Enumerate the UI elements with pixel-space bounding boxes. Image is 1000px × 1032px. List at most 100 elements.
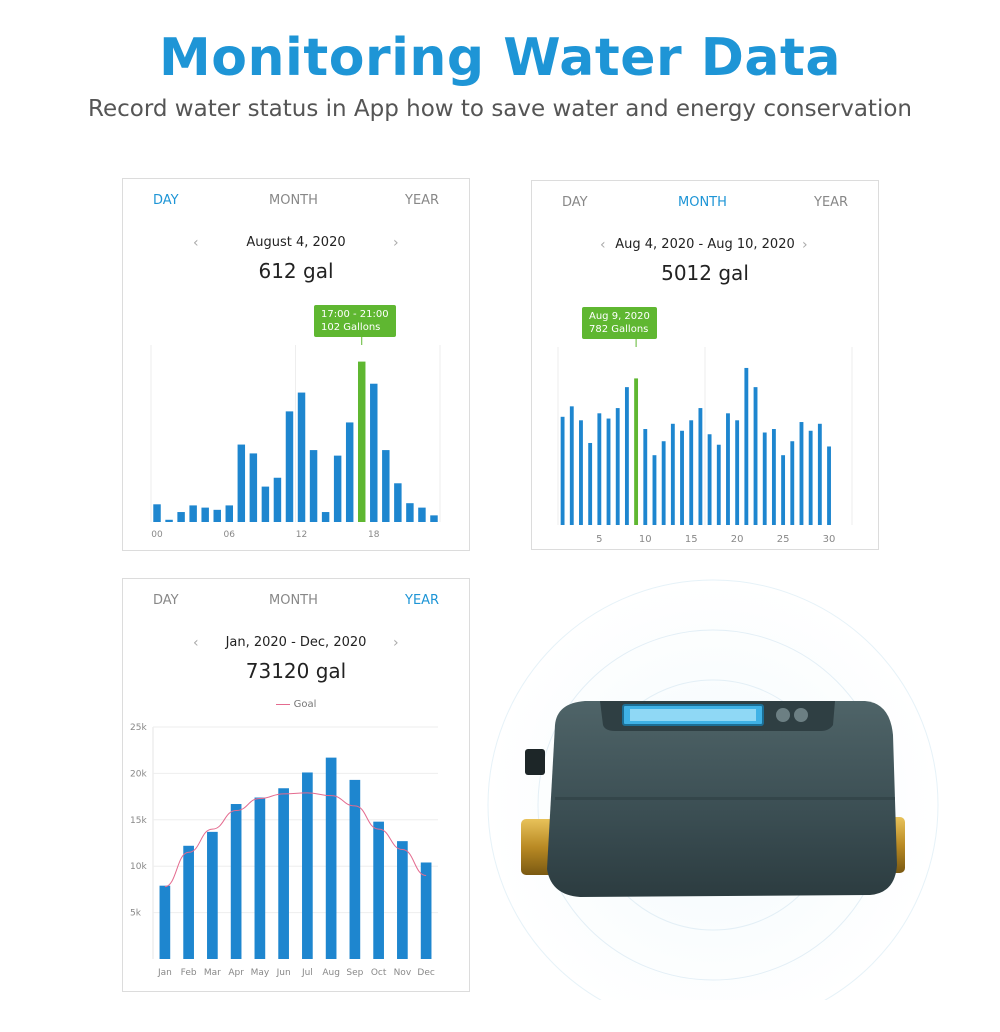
day-chart: 00 06 12 18 [150,332,441,540]
bar[interactable] [382,450,390,522]
bar[interactable] [370,383,378,522]
x-tick-label: May [251,968,270,978]
bar[interactable] [817,423,822,525]
bar[interactable] [309,450,318,522]
bar[interactable] [278,788,289,959]
month-card: DAY MONTH YEAR ‹ Aug 4, 2020 - Aug 10, 2… [531,180,879,550]
bar[interactable] [325,757,337,959]
chevron-right-icon[interactable]: › [393,635,399,651]
tab-month[interactable]: MONTH [678,195,727,210]
bar[interactable] [430,515,438,522]
tab-day[interactable]: DAY [562,195,588,210]
tab-month[interactable]: MONTH [269,593,318,608]
bar[interactable] [735,420,740,525]
chevron-right-icon[interactable]: › [802,237,808,253]
bar[interactable] [177,512,185,522]
tab-day[interactable]: DAY [153,193,179,208]
y-tick-label: 15k [130,816,147,826]
x-tick-label: Dec [417,968,434,978]
tab-month[interactable]: MONTH [269,193,318,208]
bar[interactable] [762,432,767,525]
bar[interactable] [183,845,194,959]
x-tick-label: Apr [228,968,244,978]
bar[interactable] [726,413,730,525]
bar[interactable] [406,503,414,522]
tab-year[interactable]: YEAR [405,193,440,208]
x-tick-label: Sep [346,968,363,978]
bar[interactable] [579,420,583,525]
bar[interactable] [249,453,258,522]
bar[interactable] [827,446,831,525]
bar[interactable] [634,378,639,525]
tab-year[interactable]: YEAR [814,195,849,210]
y-tick-label: 20k [130,769,147,779]
tab-day[interactable]: DAY [153,593,179,608]
bar[interactable] [771,429,776,525]
bar[interactable] [716,444,721,525]
bar[interactable] [285,411,294,522]
chevron-left-icon[interactable]: ‹ [193,635,199,651]
bar[interactable] [207,831,218,959]
bar[interactable] [670,423,675,525]
bar[interactable] [273,477,282,522]
chevron-left-icon[interactable]: ‹ [600,237,606,253]
bar[interactable] [808,430,813,525]
bar[interactable] [333,455,342,522]
bar[interactable] [420,862,432,959]
bar[interactable] [397,841,408,959]
x-tick-label: 5 [596,534,602,545]
bar[interactable] [418,507,426,522]
bar[interactable] [606,418,611,525]
bar[interactable] [624,387,629,525]
x-tick-label: Nov [394,968,412,978]
bar[interactable] [781,455,786,525]
bar[interactable] [373,821,384,959]
bar[interactable] [698,408,703,525]
bar[interactable] [588,442,593,525]
bar[interactable] [153,504,161,522]
bar[interactable] [213,509,221,522]
bar[interactable] [394,483,402,522]
bar[interactable] [261,486,270,522]
bar[interactable] [753,387,758,525]
bar[interactable] [799,422,804,525]
goal-line [164,792,427,888]
bar[interactable] [189,505,197,522]
bar[interactable] [321,512,330,522]
chart-legend: Goal [123,699,469,710]
bar[interactable] [349,779,361,959]
bar[interactable] [615,408,620,525]
chevron-left-icon[interactable]: ‹ [193,235,199,251]
bar[interactable] [560,416,565,525]
bar[interactable] [237,444,246,522]
bar[interactable] [643,429,648,525]
bar[interactable] [225,505,234,522]
tab-year[interactable]: YEAR [405,593,440,608]
month-chart: 5 10 15 20 25 30 [557,338,853,545]
bar[interactable] [297,392,306,522]
bar[interactable] [689,420,694,525]
bar[interactable] [165,519,173,522]
x-tick-label: 30 [823,534,836,545]
bar[interactable] [661,441,666,525]
bar[interactable] [159,885,171,959]
bar[interactable] [357,361,366,522]
bar[interactable] [680,430,684,525]
bar[interactable] [790,441,795,525]
x-tick-label: Feb [181,968,197,978]
bar[interactable] [744,367,749,525]
chevron-right-icon[interactable]: › [393,235,399,251]
bar[interactable] [302,772,313,959]
bar[interactable] [230,804,242,959]
bar[interactable] [345,422,354,522]
tooltip-time: Aug 9, 2020 [589,311,650,322]
bar[interactable] [569,406,574,525]
bar[interactable] [652,455,657,525]
bar[interactable] [707,434,712,525]
x-tick-label: 12 [296,530,307,540]
year-chart: 5k 10k 15k 20k 25k Jan Feb Mar Apr May Jun Jul Aug Se… [130,723,438,978]
bar[interactable] [254,797,266,959]
bar[interactable] [201,507,209,522]
bar[interactable] [597,413,602,525]
usage-tooltip: 17:00 - 21:00 102 Gallons [314,305,396,337]
